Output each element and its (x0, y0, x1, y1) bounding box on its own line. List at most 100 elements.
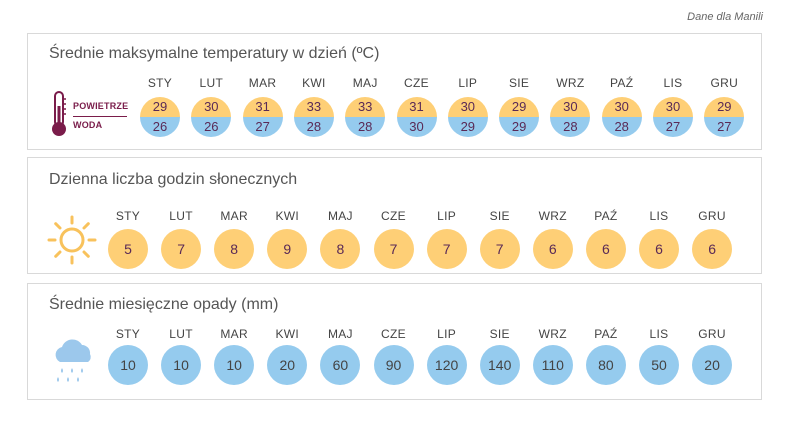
rainfall-title: Średnie miesięczne opady (mm) (49, 296, 279, 313)
air-temperature-value: 33 (293, 97, 334, 117)
month-label: GRU (698, 327, 726, 341)
temperature-circle: 30 29 (447, 97, 488, 137)
air-temperature-value: 31 (242, 97, 283, 117)
month-label: KWI (302, 76, 326, 90)
temperature-circle: 29 29 (499, 97, 540, 137)
temperature-panel: Średnie maksymalne temperatury w dzień (… (27, 33, 762, 150)
legend-air: POWIETRZE (73, 101, 129, 111)
month-label: PAŹ (610, 76, 634, 90)
air-temperature-value: 30 (653, 97, 693, 117)
month-label: LUT (169, 327, 193, 341)
water-temperature-value: 27 (704, 117, 745, 137)
thermometer-icon (52, 91, 66, 136)
month-label: LUT (199, 76, 224, 90)
month-label: PAŹ (594, 327, 618, 341)
rain-cloud-icon (55, 339, 91, 382)
source-note: Dane dla Manili (687, 11, 763, 23)
water-temperature-value: 28 (345, 117, 386, 137)
temperature-circle: 30 28 (550, 97, 591, 137)
rainfall-value: 50 (639, 345, 679, 385)
month-label: SIE (489, 327, 510, 341)
temperature-circle: 31 27 (242, 97, 283, 137)
water-temperature-value: 28 (550, 117, 591, 137)
water-temperature-value: 26 (191, 117, 232, 137)
legend-divider (73, 116, 127, 117)
sunshine-hours-value: 6 (532, 229, 573, 269)
month-label: SIE (508, 76, 530, 90)
month-label: GRU (698, 209, 726, 223)
sunshine-hours-value: 6 (585, 229, 626, 269)
month-label: STY (147, 76, 173, 90)
air-temperature-value: 30 (601, 97, 642, 117)
air-temperature-value: 30 (447, 97, 488, 117)
rainfall-value: 10 (214, 345, 255, 385)
temperature-months-row: STY LUT MAR KWI MAJ CZE LIP SIE WRZ PAŹ LIS GRU (28, 76, 761, 90)
sunshine-hours-value: 6 (639, 229, 679, 269)
rainfall-panel: Średnie miesięczne opady (mm) STY LUT MAR K… (27, 283, 762, 400)
sunshine-hours-value: 8 (214, 229, 255, 269)
water-temperature-value: 29 (499, 117, 540, 137)
temperature-circle: 30 27 (653, 97, 693, 137)
air-temperature-value: 33 (345, 97, 386, 117)
sunshine-hours-value: 7 (426, 229, 467, 269)
month-label: LIP (458, 76, 478, 90)
air-temperature-value: 31 (396, 97, 437, 117)
month-label: STY (115, 327, 141, 341)
water-temperature-value: 29 (447, 117, 488, 137)
rainfall-value: 60 (320, 345, 361, 385)
temperature-circle: 30 26 (191, 97, 232, 137)
month-label: LIP (437, 327, 457, 341)
rainfall-months-row: STY LUT MAR KWI MAJ CZE LIP SIE WRZ PAŹ LIS GRU (28, 327, 761, 341)
month-label: GRU (710, 76, 739, 90)
rainfall-value: 20 (692, 345, 733, 385)
temperature-circle: 30 28 (601, 97, 642, 137)
water-temperature-value: 26 (140, 117, 180, 137)
month-label: LIS (649, 209, 669, 223)
month-label: LUT (169, 209, 193, 223)
month-label: LIP (437, 209, 457, 223)
month-label: MAR (220, 209, 248, 223)
temperature-circle: 31 30 (396, 97, 437, 137)
rainfall-value: 20 (267, 345, 308, 385)
rainfall-value: 120 (426, 345, 467, 385)
air-temperature-value: 29 (704, 97, 745, 117)
air-temperature-value: 30 (550, 97, 591, 117)
sunshine-hours-value: 7 (373, 229, 414, 269)
temperature-title: Średnie maksymalne temperatury w dzień (… (49, 45, 380, 62)
month-label: LIS (663, 76, 683, 90)
sunshine-hours-value: 7 (161, 229, 202, 269)
month-label: MAJ (327, 209, 353, 223)
rainfall-value: 80 (585, 345, 626, 385)
sunshine-hours-value: 5 (108, 229, 148, 269)
month-label: CZE (381, 209, 406, 223)
month-label: MAR (248, 76, 277, 90)
sunshine-hours-value: 9 (267, 229, 308, 269)
air-temperature-value: 29 (499, 97, 540, 117)
month-label: LIS (649, 327, 669, 341)
sunshine-hours-value: 8 (320, 229, 361, 269)
water-temperature-value: 27 (242, 117, 283, 137)
sunshine-months-row: STY LUT MAR KWI MAJ CZE LIP SIE WRZ PAŹ LIS GRU (28, 209, 761, 223)
month-label: CZE (404, 76, 429, 90)
month-label: KWI (275, 209, 300, 223)
month-label: WRZ (538, 327, 567, 341)
legend-water: WODA (73, 120, 103, 130)
rainfall-value: 90 (373, 345, 414, 385)
month-label: MAJ (352, 76, 378, 90)
month-label: CZE (381, 327, 406, 341)
temperature-circle: 29 26 (140, 97, 180, 137)
water-temperature-value: 28 (601, 117, 642, 137)
rainfall-value: 10 (108, 345, 148, 385)
sun-icon (47, 215, 97, 265)
month-label: MAJ (327, 327, 353, 341)
air-temperature-value: 29 (140, 97, 180, 117)
water-temperature-value: 28 (293, 117, 334, 137)
rainfall-value: 140 (479, 345, 520, 385)
sunshine-panel: Dzienna liczba godzin słonecznych STY LUT… (27, 157, 762, 274)
sunshine-hours-value: 7 (479, 229, 520, 269)
month-label: PAŹ (594, 209, 618, 223)
temperature-circle: 33 28 (293, 97, 334, 137)
month-label: SIE (489, 209, 510, 223)
month-label: STY (115, 209, 141, 223)
temperature-circle: 33 28 (345, 97, 386, 137)
